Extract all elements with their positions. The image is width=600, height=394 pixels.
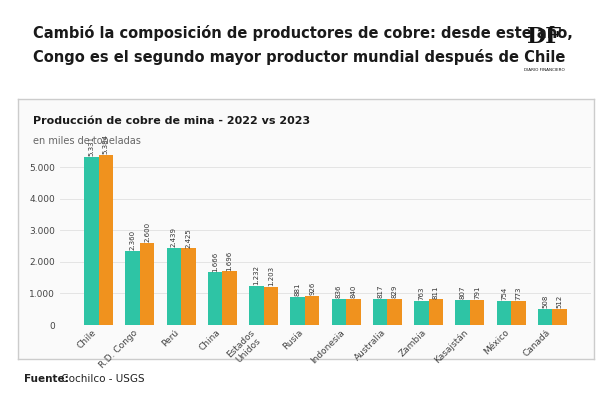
Text: DF: DF xyxy=(527,26,562,48)
Legend: 2022, 2023 (estimado): 2022, 2023 (estimado) xyxy=(247,390,404,394)
Text: 773: 773 xyxy=(515,286,521,300)
Text: 2.360: 2.360 xyxy=(130,230,136,250)
Bar xyxy=(249,286,263,325)
Bar xyxy=(538,309,553,325)
Bar xyxy=(305,296,319,325)
Bar xyxy=(553,309,567,325)
Bar xyxy=(414,301,428,325)
Text: 881: 881 xyxy=(295,283,301,296)
Text: en miles de toneladas: en miles de toneladas xyxy=(33,136,141,146)
Bar xyxy=(497,301,511,325)
Bar xyxy=(125,251,140,325)
Text: Cambió la composición de productores de cobre: desde este año,: Cambió la composición de productores de … xyxy=(33,26,573,41)
Bar xyxy=(455,299,470,325)
Text: 2.600: 2.600 xyxy=(144,222,150,242)
Text: 2.439: 2.439 xyxy=(171,227,177,247)
Text: Producción de cobre de mina - 2022 vs 2023: Producción de cobre de mina - 2022 vs 20… xyxy=(33,116,310,126)
Bar xyxy=(263,287,278,325)
Text: 763: 763 xyxy=(418,287,424,300)
Text: 811: 811 xyxy=(433,285,439,299)
Bar xyxy=(511,301,526,325)
Bar xyxy=(388,299,402,325)
Text: 2.425: 2.425 xyxy=(185,228,191,248)
Bar xyxy=(470,300,484,325)
Bar xyxy=(167,248,181,325)
Text: 829: 829 xyxy=(392,285,398,298)
Text: 512: 512 xyxy=(557,295,563,308)
Text: 1.696: 1.696 xyxy=(227,251,233,271)
Text: 1.203: 1.203 xyxy=(268,266,274,286)
Text: 840: 840 xyxy=(350,284,356,298)
Bar xyxy=(346,299,361,325)
Bar xyxy=(290,297,305,325)
Bar xyxy=(332,299,346,325)
Text: 1.666: 1.666 xyxy=(212,251,218,271)
Text: 754: 754 xyxy=(501,287,507,301)
Text: 508: 508 xyxy=(542,295,548,308)
Bar xyxy=(84,157,98,325)
Bar xyxy=(208,272,223,325)
Text: 5.331: 5.331 xyxy=(88,136,94,156)
Text: Cochilco - USGS: Cochilco - USGS xyxy=(58,374,145,384)
Bar xyxy=(140,243,154,325)
Bar xyxy=(428,299,443,325)
Text: 5.384: 5.384 xyxy=(103,134,109,154)
Text: 817: 817 xyxy=(377,285,383,298)
Text: 1.232: 1.232 xyxy=(253,265,259,285)
Bar xyxy=(98,155,113,325)
Text: 791: 791 xyxy=(474,286,480,299)
Text: Congo es el segundo mayor productor mundial después de Chile: Congo es el segundo mayor productor mund… xyxy=(33,49,565,65)
Bar xyxy=(373,299,388,325)
Bar xyxy=(181,249,196,325)
Bar xyxy=(223,271,237,325)
Text: 807: 807 xyxy=(460,285,466,299)
Text: Fuente:: Fuente: xyxy=(24,374,69,384)
Text: 926: 926 xyxy=(309,282,315,295)
Text: DIARIO FINANCIERO: DIARIO FINANCIERO xyxy=(524,68,565,72)
Text: 836: 836 xyxy=(336,284,342,298)
